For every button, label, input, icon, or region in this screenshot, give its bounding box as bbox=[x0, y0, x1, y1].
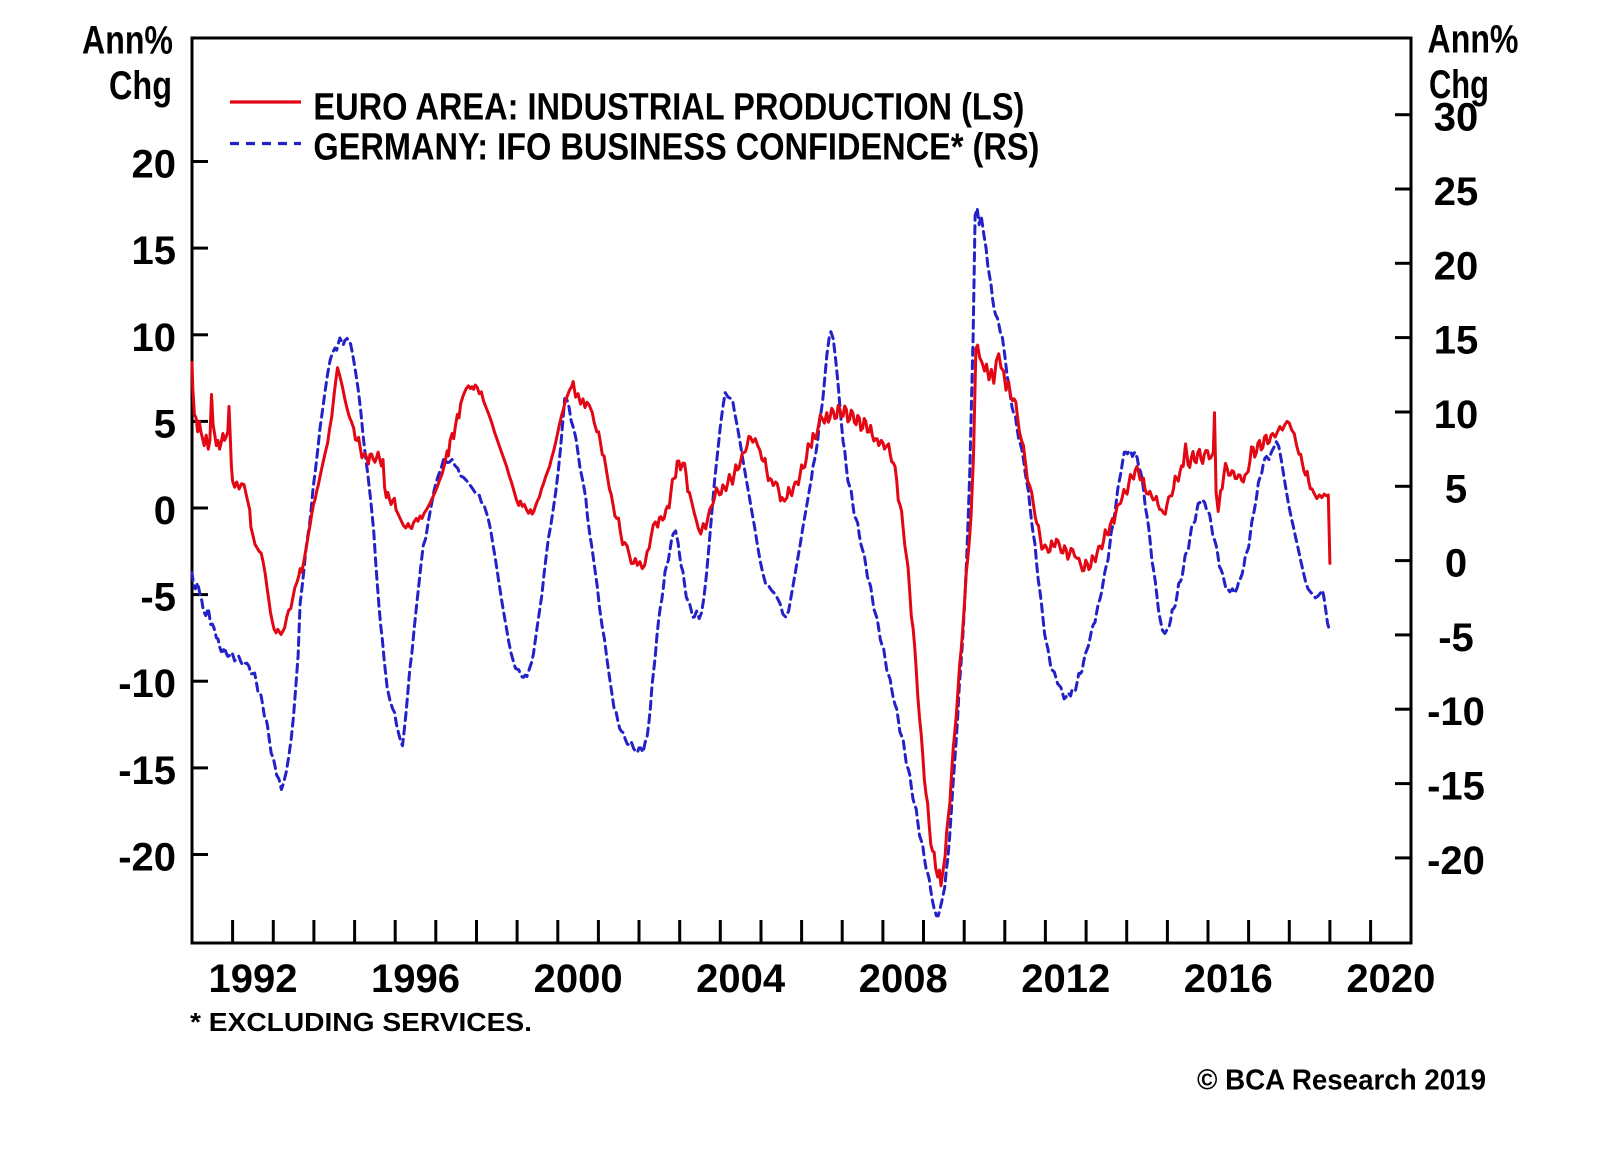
svg-text:Ann%: Ann% bbox=[82, 19, 173, 63]
svg-text:2000: 2000 bbox=[534, 957, 623, 1001]
svg-text:20: 20 bbox=[132, 143, 177, 187]
svg-text:-20: -20 bbox=[118, 836, 176, 880]
svg-text:-15: -15 bbox=[118, 749, 176, 793]
svg-text:10: 10 bbox=[132, 316, 177, 360]
svg-text:2004: 2004 bbox=[696, 957, 786, 1001]
svg-text:© BCA Research 2019: © BCA Research 2019 bbox=[1197, 1065, 1486, 1097]
svg-text:-5: -5 bbox=[1438, 616, 1474, 660]
svg-text:1992: 1992 bbox=[209, 957, 298, 1001]
svg-text:-10: -10 bbox=[1427, 690, 1485, 734]
svg-text:0: 0 bbox=[154, 489, 176, 533]
svg-text:2020: 2020 bbox=[1346, 957, 1435, 1001]
svg-text:-5: -5 bbox=[140, 576, 176, 620]
svg-text:GERMANY: IFO BUSINESS CONFIDEN: GERMANY: IFO BUSINESS CONFIDENCE* (RS) bbox=[313, 126, 1039, 168]
svg-text:2012: 2012 bbox=[1021, 957, 1110, 1001]
svg-text:1996: 1996 bbox=[371, 957, 460, 1001]
svg-text:5: 5 bbox=[1445, 467, 1467, 511]
svg-text:10: 10 bbox=[1434, 393, 1479, 437]
svg-text:0: 0 bbox=[1445, 542, 1467, 586]
svg-text:15: 15 bbox=[132, 229, 177, 273]
svg-text:* EXCLUDING SERVICES.: * EXCLUDING SERVICES. bbox=[190, 1007, 532, 1037]
svg-text:EURO AREA: INDUSTRIAL PRODUCTI: EURO AREA: INDUSTRIAL PRODUCTION (LS) bbox=[313, 86, 1024, 128]
svg-text:-20: -20 bbox=[1427, 839, 1485, 883]
svg-text:15: 15 bbox=[1434, 319, 1479, 363]
svg-text:Ann%: Ann% bbox=[1428, 18, 1519, 62]
svg-text:20: 20 bbox=[1434, 244, 1479, 288]
svg-text:-10: -10 bbox=[118, 662, 176, 706]
svg-text:Chg: Chg bbox=[109, 64, 172, 108]
svg-text:2016: 2016 bbox=[1184, 957, 1273, 1001]
svg-text:2008: 2008 bbox=[859, 957, 948, 1001]
svg-text:25: 25 bbox=[1434, 170, 1479, 214]
svg-text:30: 30 bbox=[1434, 96, 1479, 140]
svg-text:5: 5 bbox=[154, 402, 176, 446]
svg-text:Chg: Chg bbox=[1429, 63, 1489, 107]
svg-text:-15: -15 bbox=[1427, 765, 1485, 809]
